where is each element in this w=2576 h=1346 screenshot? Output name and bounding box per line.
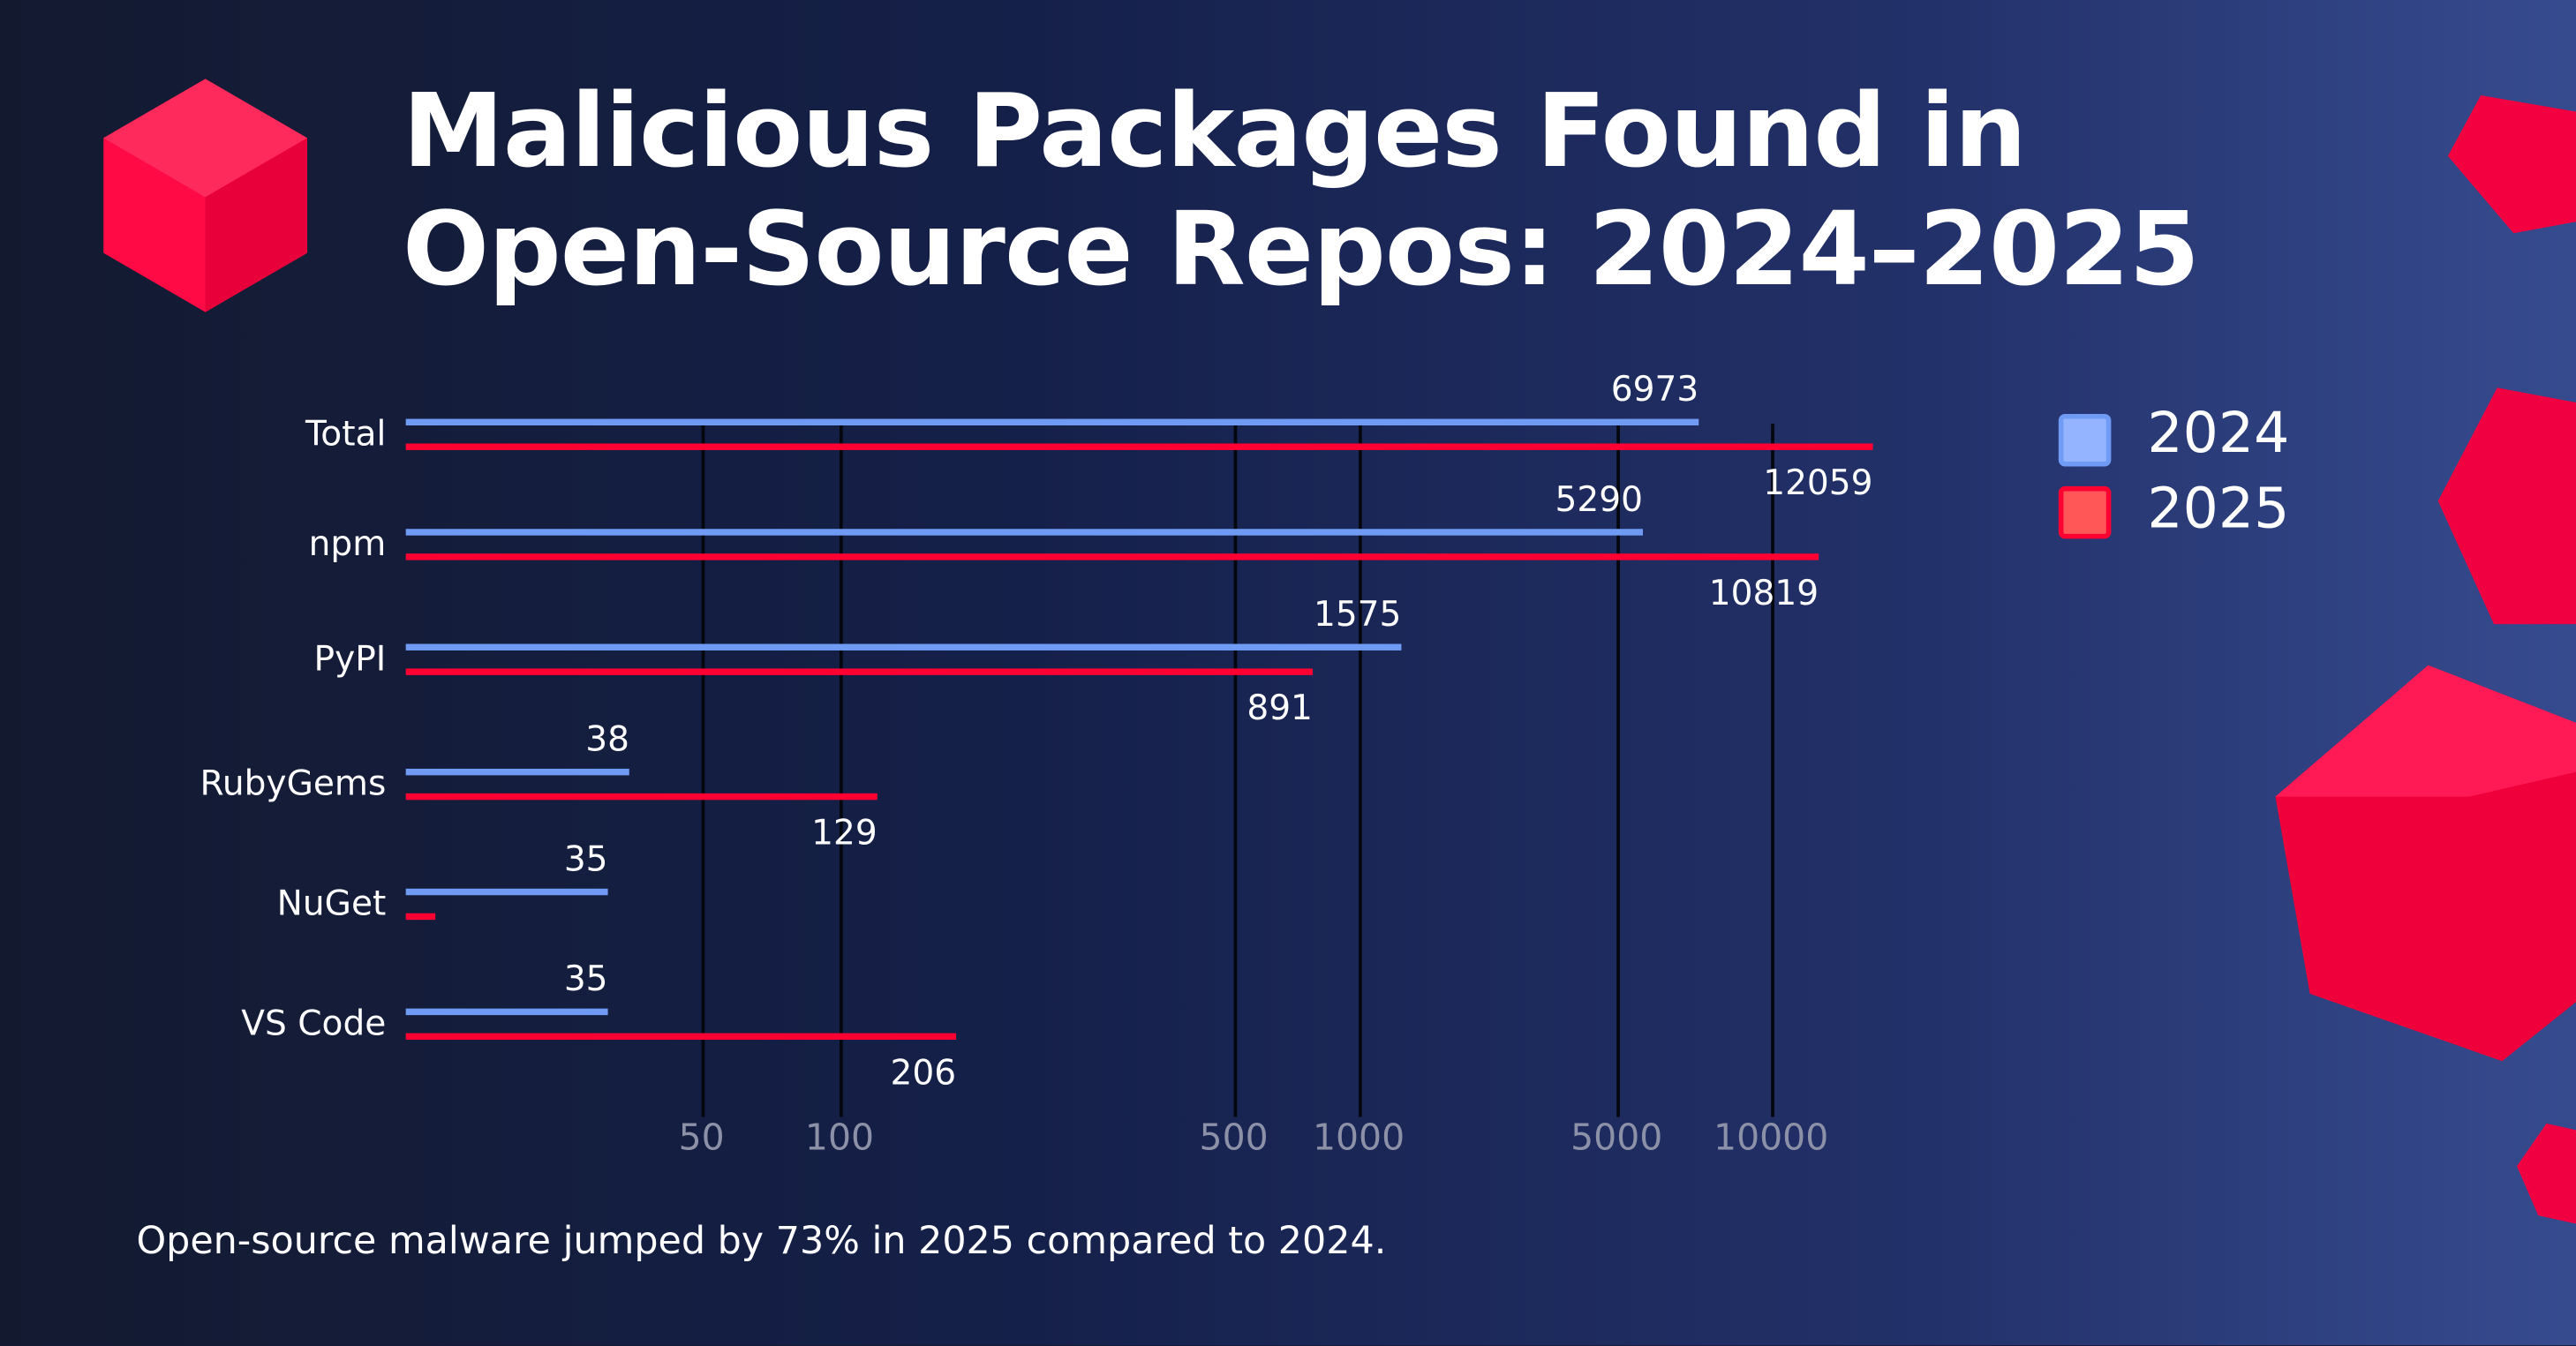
x-tick-label: 500 bbox=[1199, 1118, 1269, 1160]
bar-2024 bbox=[405, 418, 1699, 425]
bar-2024 bbox=[405, 1008, 608, 1016]
data-label-2025: 891 bbox=[1247, 688, 1313, 728]
bar-2024 bbox=[405, 643, 1402, 650]
x-tick-label: 50 bbox=[678, 1118, 725, 1160]
cube-icon bbox=[2447, 94, 2576, 234]
cube-icon bbox=[2517, 1123, 2576, 1224]
data-label-2024: 38 bbox=[585, 719, 630, 759]
data-label-2024: 5290 bbox=[1555, 479, 1643, 520]
x-tick-label: 1000 bbox=[1312, 1118, 1405, 1160]
category-label: npm bbox=[308, 523, 387, 564]
bar-2025 bbox=[405, 1033, 957, 1041]
category-label: VS Code bbox=[241, 1004, 387, 1043]
gridline bbox=[701, 424, 704, 1117]
x-tick-label: 10000 bbox=[1714, 1118, 1829, 1160]
legend-swatch-2025 bbox=[2058, 485, 2112, 539]
cube-icon bbox=[2275, 665, 2576, 1062]
category-label: NuGet bbox=[276, 884, 387, 923]
bar-2024 bbox=[405, 888, 608, 896]
gridline bbox=[1616, 424, 1620, 1117]
bar-2025 bbox=[405, 553, 1819, 560]
gridline bbox=[1771, 424, 1774, 1117]
gridline bbox=[1359, 424, 1361, 1117]
legend-label-2025: 2025 bbox=[2147, 476, 2290, 543]
category-label: PyPI bbox=[313, 638, 387, 679]
data-label-2025: 206 bbox=[890, 1052, 957, 1093]
data-label-2025: 129 bbox=[811, 813, 877, 853]
bar-2025 bbox=[405, 793, 877, 801]
bar-2025 bbox=[405, 443, 1873, 450]
bar-2024 bbox=[405, 768, 630, 776]
bar-2025 bbox=[405, 913, 435, 921]
x-tick-label: 100 bbox=[804, 1118, 875, 1160]
legend-label-2024: 2024 bbox=[2147, 401, 2290, 467]
cube-icon bbox=[103, 79, 308, 312]
data-label-2025: 10819 bbox=[1708, 573, 1819, 613]
chart-title: Malicious Packages Found in Open-Source … bbox=[402, 71, 2200, 309]
data-label-2024: 35 bbox=[563, 959, 608, 999]
data-label-2024: 6973 bbox=[1610, 369, 1699, 410]
title-line-2: Open-Source Repos: 2024–2025 bbox=[402, 189, 2200, 309]
category-label: RubyGems bbox=[200, 763, 387, 804]
data-label-2025: 12059 bbox=[1763, 462, 1873, 503]
bar-2024 bbox=[405, 529, 1643, 536]
x-tick-label: 5000 bbox=[1570, 1118, 1663, 1160]
gridline bbox=[839, 424, 842, 1117]
cube-icon bbox=[2437, 387, 2576, 625]
title-line-1: Malicious Packages Found in bbox=[402, 71, 2027, 191]
footer-note: Open-source malware jumped by 73% in 202… bbox=[136, 1220, 1387, 1264]
legend-swatch-2024 bbox=[2058, 413, 2112, 467]
category-label: Total bbox=[305, 413, 387, 454]
gridline bbox=[1233, 424, 1237, 1117]
data-label-2024: 35 bbox=[563, 838, 608, 879]
data-label-2024: 1575 bbox=[1313, 594, 1402, 635]
bar-2025 bbox=[405, 668, 1313, 675]
